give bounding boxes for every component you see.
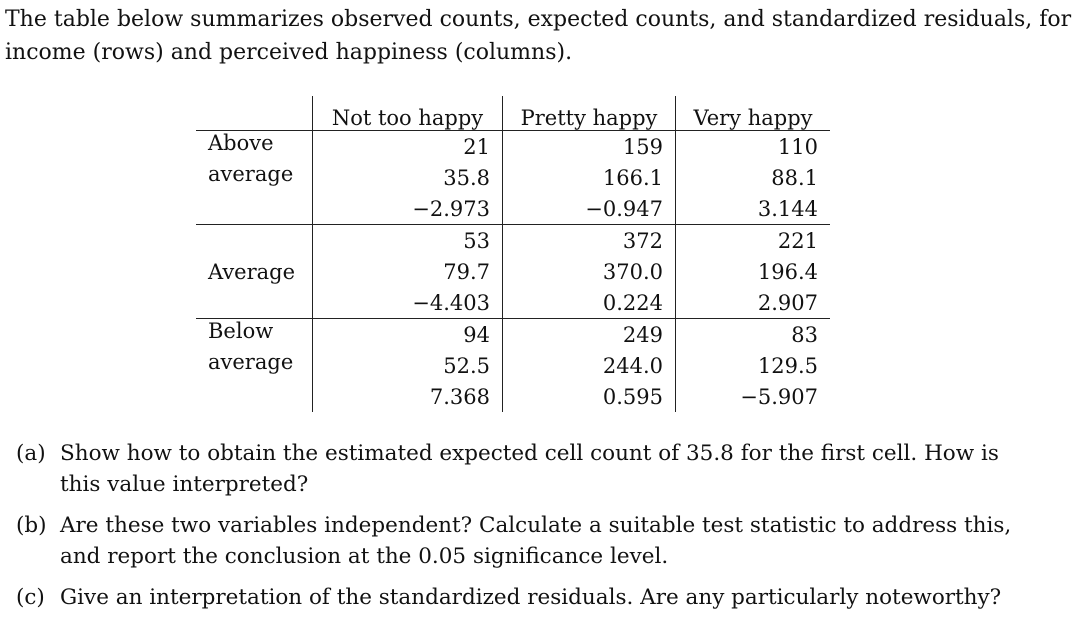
residual-cell: 0.595: [502, 381, 676, 412]
column-header-very-happy: Very happy: [675, 96, 830, 131]
table-row: 53 372 221: [196, 224, 830, 256]
expected-cell: 196.4: [675, 256, 830, 287]
observed-cell: 249: [502, 318, 676, 350]
column-header-not-too-happy: Not too happy: [312, 96, 503, 131]
row-label-average: Average: [208, 259, 296, 284]
observed-cell: 83: [675, 318, 830, 350]
observed-cell: 372: [502, 224, 676, 256]
question-text: Give an interpretation of the standardiz…: [60, 585, 1002, 610]
question-text: Are these two variables independent? Cal…: [60, 513, 1012, 569]
corner-cell: [196, 96, 313, 131]
observed-cell: 21: [312, 130, 503, 162]
row-label-below-line2: average: [208, 350, 294, 374]
expected-cell: 88.1: [675, 162, 830, 193]
expected-cell: 244.0: [502, 350, 676, 381]
residual-cell: 7.368: [312, 381, 503, 412]
residual-cell: 2.907: [675, 287, 830, 319]
expected-cell: 370.0: [502, 256, 676, 287]
table-row: Above 21 159 110: [196, 130, 830, 162]
table-row: average 35.8 166.1 88.1: [196, 162, 830, 193]
residual-cell: −5.907: [675, 381, 830, 412]
question-c: (c) Give an interpretation of the standa…: [16, 582, 1026, 613]
table-row: average 52.5 244.0 129.5: [196, 350, 830, 381]
contingency-table: Not too happy Pretty happy Very happy Ab…: [196, 96, 830, 412]
expected-cell: 166.1: [502, 162, 676, 193]
intro-paragraph: The table below summarizes observed coun…: [5, 7, 1072, 65]
question-marker: (b): [16, 513, 47, 538]
question-marker: (c): [16, 585, 45, 610]
row-label-above-line2: average: [208, 162, 294, 186]
expected-cell: 35.8: [312, 162, 503, 193]
table-row: Average 79.7 370.0 196.4: [196, 256, 830, 287]
expected-cell: 79.7: [312, 256, 503, 287]
table-row: −4.403 0.224 2.907: [196, 287, 830, 319]
residual-cell: −4.403: [312, 287, 503, 319]
table-header-row: Not too happy Pretty happy Very happy: [196, 96, 830, 131]
question-marker: (a): [16, 441, 46, 466]
observed-cell: 53: [312, 224, 503, 256]
row-label-below-line1: Below: [196, 318, 313, 350]
residual-cell: −0.947: [502, 193, 676, 225]
observed-cell: 159: [502, 130, 676, 162]
expected-cell: 52.5: [312, 350, 503, 381]
expected-cell: 129.5: [675, 350, 830, 381]
table-row: Below 94 249 83: [196, 318, 830, 350]
table-row: −2.973 −0.947 3.144: [196, 193, 830, 225]
question-a: (a) Show how to obtain the estimated exp…: [16, 438, 1026, 500]
residual-cell: −2.973: [312, 193, 503, 225]
residual-cell: 3.144: [675, 193, 830, 225]
table-row: 7.368 0.595 −5.907: [196, 381, 830, 412]
question-text: Show how to obtain the estimated expecte…: [60, 441, 999, 497]
observed-cell: 110: [675, 130, 830, 162]
residual-cell: 0.224: [502, 287, 676, 319]
question-b: (b) Are these two variables independent?…: [16, 510, 1026, 572]
question-list: (a) Show how to obtain the estimated exp…: [16, 438, 1026, 623]
column-header-pretty-happy: Pretty happy: [502, 96, 676, 131]
observed-cell: 94: [312, 318, 503, 350]
observed-cell: 221: [675, 224, 830, 256]
row-label-above-line1: Above: [196, 130, 313, 162]
